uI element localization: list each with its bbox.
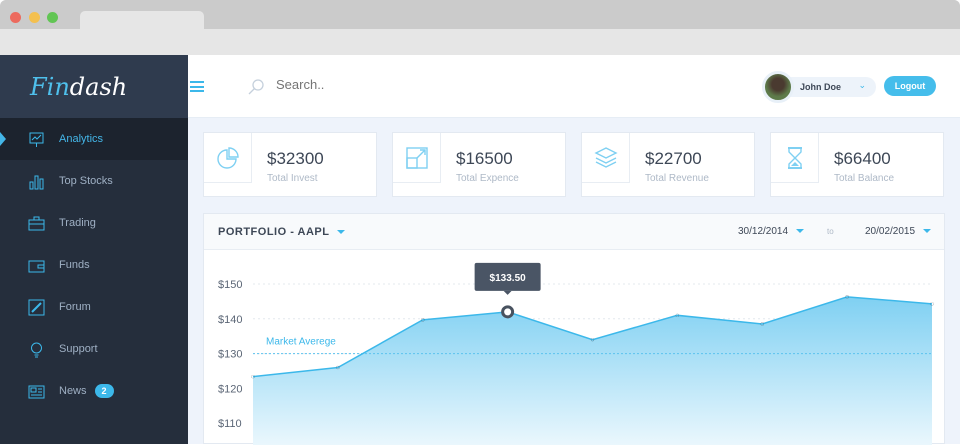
layers-icon xyxy=(594,146,618,170)
portfolio-selector[interactable]: PORTFOLIO - AAPL xyxy=(218,226,345,238)
wallet-icon xyxy=(28,257,45,274)
pie-chart-icon xyxy=(216,146,240,170)
date-to[interactable]: 20/02/2015 xyxy=(865,226,931,237)
sidebar-item-top-stocks[interactable]: Top Stocks xyxy=(0,160,188,202)
sidebar-item-funds[interactable]: Funds xyxy=(0,244,188,286)
stat-card: $22700 Total Revenue xyxy=(581,132,755,197)
stat-label: Total Revenue xyxy=(645,173,709,184)
briefcase-icon xyxy=(28,215,45,232)
sidebar-item-news[interactable]: News 2 xyxy=(0,370,188,412)
resize-icon xyxy=(405,146,429,170)
maximize-dot[interactable] xyxy=(47,12,58,23)
chevron-down-icon: ⌄ xyxy=(858,80,866,91)
stat-label: Total Balance xyxy=(834,173,894,184)
sidebar-item-trading[interactable]: Trading xyxy=(0,202,188,244)
stat-value: $16500 xyxy=(456,149,513,169)
stat-value: $66400 xyxy=(834,149,891,169)
pencil-icon xyxy=(28,299,45,316)
sidebar-item-label: News xyxy=(59,385,87,397)
sidebar-item-analytics[interactable]: Analytics xyxy=(0,118,188,160)
data-point[interactable] xyxy=(503,307,513,317)
sidebar-item-label: Trading xyxy=(59,217,96,229)
close-dot[interactable] xyxy=(10,12,21,23)
y-tick-label: $110 xyxy=(218,418,242,430)
topbar: John Doe ⌄ Logout xyxy=(188,55,960,118)
browser-chrome xyxy=(0,0,960,55)
hourglass-icon xyxy=(783,146,807,170)
stat-card: $66400 Total Balance xyxy=(770,132,944,197)
news-count-badge: 2 xyxy=(95,384,114,398)
stat-value: $32300 xyxy=(267,149,324,169)
user-menu[interactable]: John Doe ⌄ xyxy=(768,77,876,97)
stat-label: Total Invest xyxy=(267,173,318,184)
sidebar-item-forum[interactable]: Forum xyxy=(0,286,188,328)
y-tick-label: $150 xyxy=(218,279,242,291)
stat-value: $22700 xyxy=(645,149,702,169)
y-tick-label: $130 xyxy=(218,349,242,361)
lightbulb-icon xyxy=(28,341,45,358)
sidebar-item-label: Analytics xyxy=(59,133,103,145)
portfolio-panel: PORTFOLIO - AAPL 30/12/2014 to 20/02/201… xyxy=(203,213,945,444)
stat-card: $32300 Total Invest xyxy=(203,132,377,197)
browser-tab[interactable] xyxy=(80,11,204,29)
y-tick-label: $140 xyxy=(218,314,242,326)
stat-label: Total Expence xyxy=(456,173,519,184)
bar-chart-icon xyxy=(28,173,45,190)
sidebar-item-label: Forum xyxy=(59,301,91,313)
sidebar-item-label: Support xyxy=(59,343,98,355)
logout-button[interactable]: Logout xyxy=(884,76,936,96)
main-content: $32300 Total Invest $16500 Total Expence $22… xyxy=(188,118,960,444)
avatar xyxy=(762,71,794,103)
presentation-chart-icon xyxy=(28,131,45,148)
newspaper-icon xyxy=(28,383,45,400)
tooltip-value: $133.50 xyxy=(490,273,527,284)
date-from[interactable]: 30/12/2014 xyxy=(738,226,804,237)
sidebar-item-label: Funds xyxy=(59,259,90,271)
search-icon xyxy=(248,79,264,95)
y-tick-label: $120 xyxy=(218,383,242,395)
sidebar-item-label: Top Stocks xyxy=(59,175,113,187)
market-average-label: Market Averege xyxy=(266,337,336,348)
search-input[interactable] xyxy=(276,77,476,92)
stat-card: $16500 Total Expence xyxy=(392,132,566,197)
menu-icon[interactable] xyxy=(190,81,204,92)
sidebar-item-support[interactable]: Support xyxy=(0,328,188,370)
portfolio-chart: $110 $120 $130 $140 $150 Market Averege $133.5… xyxy=(204,250,946,445)
minimize-dot[interactable] xyxy=(29,12,40,23)
